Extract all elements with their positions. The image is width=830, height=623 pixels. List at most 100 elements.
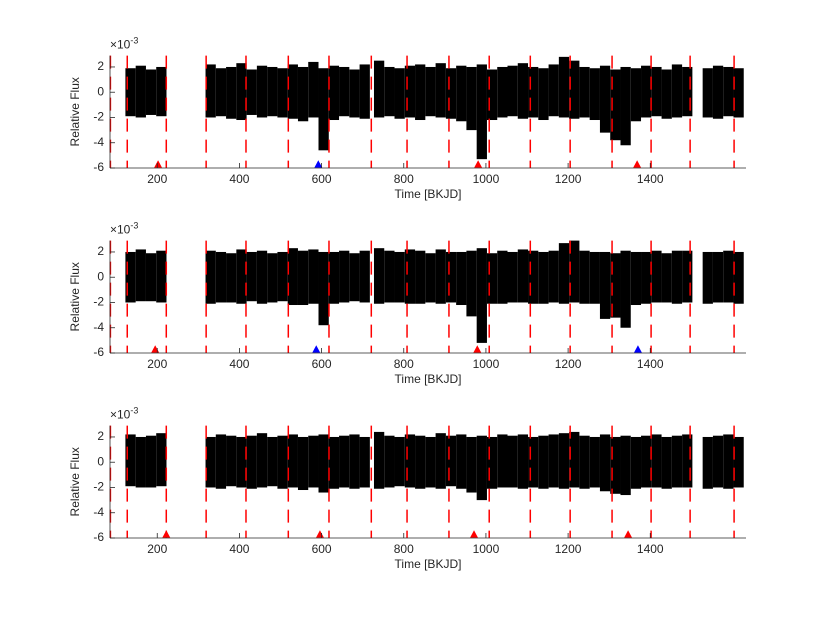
x-tick-label: 800 (394, 172, 414, 186)
x-tick-label: 1400 (637, 357, 664, 371)
flux-range (620, 66, 631, 146)
exponent-power: -3 (130, 36, 138, 46)
y-tick-label: -4 (93, 135, 104, 149)
event-marker (162, 530, 171, 538)
flux-range (579, 66, 590, 118)
flux-range (548, 434, 559, 488)
flux-range (318, 68, 329, 151)
flux-range (415, 435, 426, 489)
flux-range (318, 434, 329, 493)
flux-range (723, 250, 734, 303)
flux-range (538, 435, 549, 489)
x-tick-label: 1400 (637, 172, 664, 186)
y-axis-label: Relative Flux (68, 77, 82, 146)
flux-range (156, 66, 167, 117)
flux-range (507, 251, 518, 303)
flux-range (671, 250, 683, 304)
flux-range (610, 253, 621, 318)
flux-range (373, 60, 385, 118)
flux-range (445, 68, 457, 119)
flux-range (507, 65, 518, 117)
y-tick-label: 2 (97, 429, 104, 443)
flux-range (125, 251, 136, 303)
flux-range (349, 434, 360, 489)
flux-range (671, 435, 683, 488)
flux-range (318, 251, 329, 326)
flux-range (517, 63, 529, 119)
exponent-base: ×10 (110, 38, 131, 52)
event-marker (154, 160, 163, 168)
flux-range (630, 68, 642, 122)
flux-range (702, 251, 713, 304)
flux-range (538, 68, 549, 121)
y-tick-label: -6 (93, 530, 104, 544)
exponent-power: -3 (130, 221, 138, 231)
flux-range (456, 251, 467, 306)
flux-range (236, 63, 247, 121)
flux-range (671, 64, 683, 118)
flux-range (661, 69, 672, 119)
exponent-power: -3 (130, 406, 138, 416)
x-tick-label: 400 (229, 357, 249, 371)
flux-range (135, 249, 146, 302)
flux-range (215, 68, 227, 117)
flux-range (297, 250, 309, 306)
flux-range (277, 251, 288, 302)
flux-range (702, 436, 713, 489)
flux-range (466, 66, 477, 131)
y-tick-label: 2 (97, 59, 104, 73)
x-tick-label: 1200 (555, 357, 582, 371)
flux-range (384, 66, 395, 117)
flux-range (712, 251, 724, 303)
flux-range (651, 66, 662, 117)
exponent-base: ×10 (110, 408, 131, 422)
flux-range (277, 435, 288, 489)
flux-range (394, 436, 405, 487)
flux-range (215, 434, 227, 489)
x-axis-label: Time [BKJD] (395, 557, 462, 571)
flux-range (246, 251, 257, 302)
axis-exponent: ×10-3 (110, 406, 138, 422)
event-marker (633, 160, 642, 168)
flux-range (682, 250, 693, 303)
flux-range (528, 250, 539, 304)
flux-range (425, 253, 436, 303)
flux-range (435, 433, 446, 489)
flux-range (246, 435, 257, 489)
flux-range (256, 433, 268, 488)
flux-range (145, 253, 157, 302)
flux-range (349, 69, 360, 118)
flux-range (497, 250, 508, 304)
flux-range (236, 249, 247, 304)
flux-range (267, 436, 278, 487)
flux-range (297, 66, 309, 122)
flux-range (156, 250, 167, 303)
y-axis-label: Relative Flux (68, 262, 82, 331)
flux-range (733, 251, 744, 304)
flux-range (641, 65, 652, 118)
flux-range (517, 434, 529, 489)
x-tick-label: 600 (312, 357, 332, 371)
x-axis-label: Time [BKJD] (395, 372, 462, 386)
flux-range (394, 68, 405, 119)
flux-range (226, 435, 237, 487)
flux-range (267, 253, 278, 303)
y-tick-label: 0 (97, 454, 104, 468)
x-tick-label: 200 (147, 357, 167, 371)
flux-range (125, 434, 136, 487)
x-tick-label: 1200 (555, 172, 582, 186)
flux-range (373, 431, 385, 489)
flux-range (384, 250, 395, 303)
flux-range (620, 250, 631, 328)
event-marker (314, 160, 323, 168)
flux-range (308, 435, 319, 488)
x-tick-label: 200 (147, 542, 167, 556)
flux-range (404, 65, 416, 118)
flux-range (359, 64, 370, 119)
flux-range (246, 69, 257, 115)
flux-range (425, 66, 436, 117)
y-tick-label: 0 (97, 84, 104, 98)
flux-range (702, 68, 713, 118)
flux-range (723, 434, 734, 489)
flux-range (425, 436, 436, 488)
